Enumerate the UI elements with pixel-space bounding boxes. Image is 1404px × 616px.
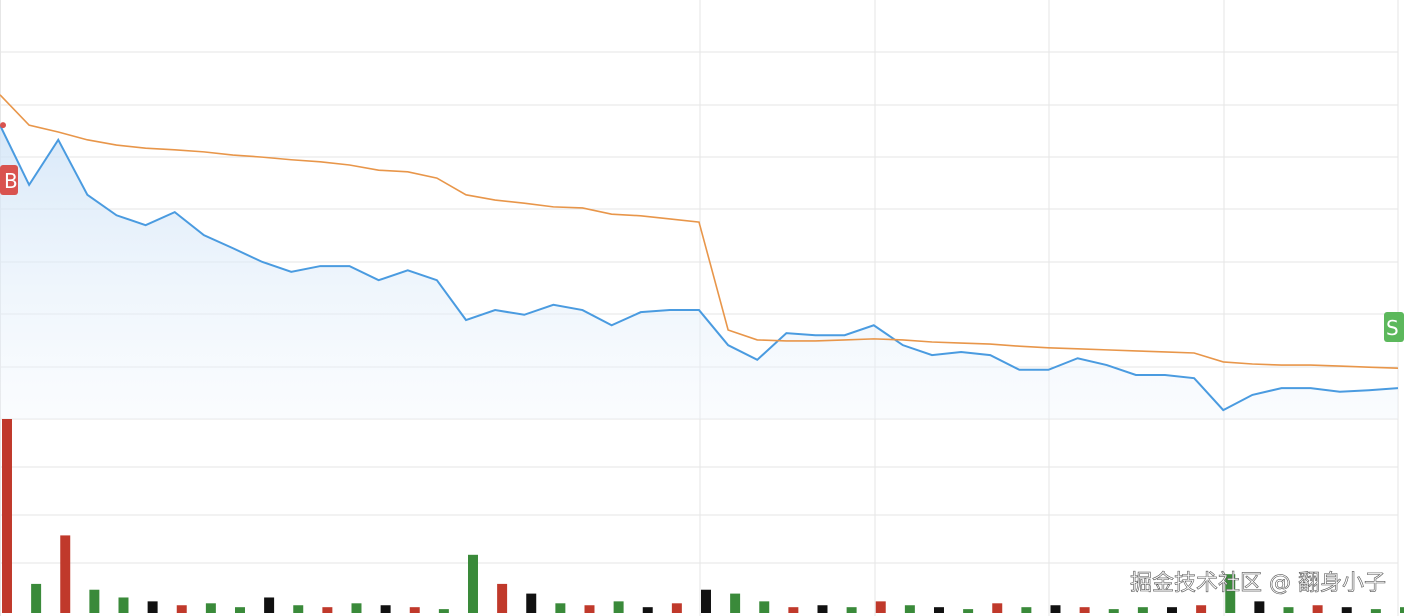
volume-bar [1370, 609, 1381, 613]
volume-bar [1341, 607, 1352, 613]
volume-bar [992, 603, 1003, 613]
volume-bar [1225, 574, 1236, 613]
volume-bar [468, 554, 478, 613]
volume-bar [1196, 605, 1207, 613]
volume-bar [1254, 601, 1265, 613]
volume-bar [904, 605, 915, 613]
volume-bar [934, 607, 944, 613]
volume-bar [60, 535, 71, 613]
volume-bar [759, 601, 770, 613]
volume-bar [788, 607, 799, 613]
price-line [0, 124, 1399, 412]
buy-point [0, 122, 6, 129]
volume-bar [205, 603, 216, 613]
buy-label: B [4, 169, 18, 193]
volume-bar [875, 601, 886, 613]
buy-marker [0, 165, 18, 195]
volume-bar [613, 601, 624, 613]
volume-bar [351, 603, 362, 613]
volume-bar [1167, 607, 1177, 613]
volume-bar [584, 605, 595, 613]
volume-bar [497, 583, 508, 613]
volume-bar [438, 609, 449, 613]
volume-bar [526, 593, 537, 613]
volume-bar [1079, 607, 1090, 613]
volume-bar [642, 607, 653, 613]
average-line [0, 94, 1399, 369]
volume-bar [1050, 605, 1061, 613]
volume-bar [817, 605, 828, 613]
plot-area: BS [0, 94, 1404, 613]
price-area [0, 125, 1398, 420]
volume-bar [701, 589, 711, 613]
volume-bar [235, 607, 245, 613]
volume-bar [380, 605, 391, 613]
watermark: 掘金技术社区 @ 翻身小子 [1130, 571, 1386, 596]
sell-label: S [1386, 316, 1399, 340]
sell-marker [1384, 312, 1404, 342]
volume-bar [1108, 609, 1119, 613]
volume-bar [409, 607, 420, 613]
volume-bar [322, 607, 333, 613]
volume-bar [1137, 607, 1148, 613]
volume-bar [1283, 607, 1294, 613]
volume-bar [147, 601, 158, 613]
volume-bar [963, 609, 974, 613]
volume-bar [31, 583, 42, 613]
volume-bar [293, 605, 304, 613]
volume-bar [264, 597, 275, 613]
volume-bar [555, 603, 566, 613]
volume-bar [1021, 607, 1032, 613]
volume-bar [176, 605, 187, 613]
volume-bar [730, 593, 741, 613]
volume-bar [2, 419, 12, 613]
volume-bar [671, 603, 682, 613]
volume-bar [1312, 605, 1323, 613]
volume-bar [89, 589, 100, 613]
volume-bar [1400, 607, 1404, 613]
volume-bar [846, 607, 857, 613]
volume-bar [118, 597, 129, 613]
